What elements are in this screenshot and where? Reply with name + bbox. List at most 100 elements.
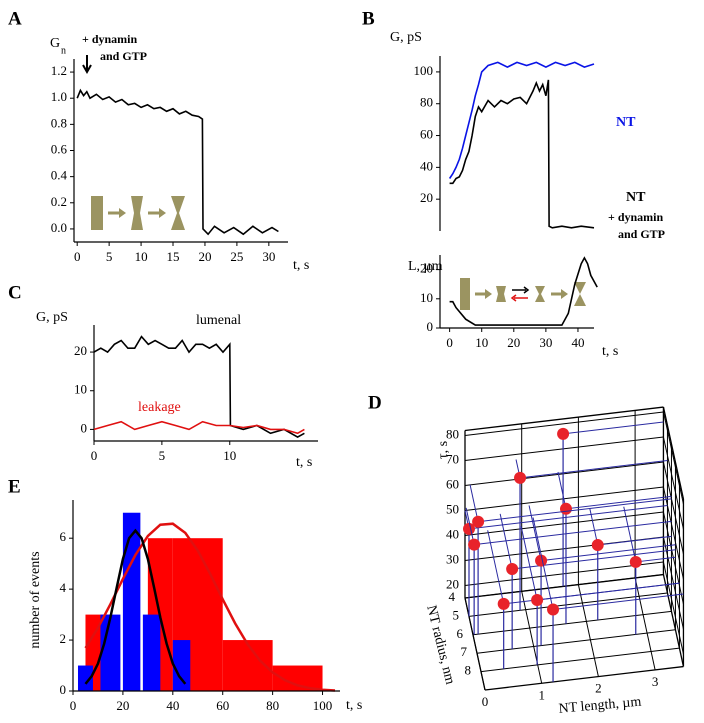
grid-line [634, 577, 656, 671]
projection-line [532, 517, 554, 610]
point [591, 539, 604, 552]
x-tick-label: 100 [313, 698, 333, 713]
point [468, 538, 481, 551]
x-tick-label: 15 [167, 249, 180, 264]
projection-line [541, 544, 676, 562]
x-tick-label: 20 [198, 249, 211, 264]
x-tick-label: 0 [91, 448, 98, 463]
arrow-head [119, 208, 126, 218]
projection-line [597, 535, 672, 546]
point [472, 515, 485, 528]
x-tick-label: 3 [652, 674, 659, 689]
grid-line [464, 597, 486, 691]
line [93, 335, 305, 439]
projection-line [563, 421, 664, 435]
x-tick-label: 2 [595, 681, 602, 696]
arrow [510, 294, 528, 302]
y-axis-label: G, pS [390, 30, 422, 45]
tube-icon [496, 286, 506, 302]
y-tick-label: 0 [60, 682, 67, 697]
arrow [82, 55, 92, 75]
grid-line [662, 511, 684, 605]
y-tick-label: 10 [420, 290, 433, 305]
z-tick-label: 50 [446, 501, 459, 516]
x-tick-label: 20 [116, 698, 129, 713]
y-axis-label: G [50, 36, 60, 51]
projection-line [519, 459, 668, 479]
grid-line [472, 610, 672, 636]
y-tick-label: 0.4 [51, 168, 68, 183]
y-axis-label-sub: n [61, 45, 66, 56]
point [463, 522, 475, 535]
point [629, 555, 642, 568]
x-axis-label: NT length, µm [558, 695, 642, 717]
projection-line [623, 506, 637, 563]
projection-line [478, 498, 672, 523]
bar [77, 665, 93, 691]
z-tick-label: 20 [446, 576, 459, 591]
point [557, 427, 570, 440]
tube-icon [574, 282, 586, 306]
panel-label: B [362, 8, 375, 29]
projection-line [537, 582, 680, 601]
projection-line [474, 520, 672, 546]
tube-icon [91, 196, 103, 230]
y-axis-label: G, pS [36, 310, 68, 325]
point [497, 597, 510, 610]
z-axis-label: τ, s [436, 441, 451, 459]
x-tick-label: 0 [70, 698, 77, 713]
grid-line [662, 536, 684, 630]
y-tick-label: 20 [420, 190, 433, 205]
series-label: lumenal [196, 313, 241, 328]
y-tick-label: 20 [74, 343, 87, 358]
y-tick-label: 6 [457, 626, 464, 641]
grid-line [662, 411, 684, 505]
y-tick-label: 40 [420, 158, 433, 173]
y-tick-label: 20 [420, 261, 433, 276]
box-edge [662, 574, 685, 667]
grid-line [468, 592, 668, 617]
panel-label: A [8, 8, 22, 29]
point [559, 502, 572, 515]
annotation: and GTP [618, 227, 665, 241]
projection-line [528, 505, 542, 561]
y-axis-label: L, µm [408, 259, 443, 274]
line [76, 88, 279, 236]
tube-icon [535, 286, 545, 302]
fit-curve [84, 522, 336, 692]
arrow-head [561, 289, 568, 299]
x-tick-label: 0 [74, 249, 81, 264]
y-tick-label: 1.2 [51, 63, 67, 78]
fit-curve [84, 528, 187, 685]
y-tick-label: 10 [74, 382, 87, 397]
schematic [91, 196, 185, 230]
y-tick-label: 60 [420, 127, 433, 142]
x-tick-label: 40 [571, 335, 584, 350]
series-label: leakage [138, 400, 181, 415]
bar [100, 614, 121, 691]
annotation: and GTP [100, 49, 147, 63]
grid-line [662, 486, 684, 580]
z-tick-label: 70 [446, 451, 459, 466]
line [449, 256, 598, 326]
line [449, 79, 595, 229]
x-tick-label: 25 [230, 249, 243, 264]
point [531, 593, 544, 606]
point [506, 563, 519, 576]
series-label: NT [616, 115, 636, 130]
x-tick-label: 30 [262, 249, 275, 264]
x-tick-label: 0 [482, 694, 489, 709]
x-tick-label: 1 [538, 687, 545, 702]
y-tick-label: 0.2 [51, 194, 67, 209]
projection-line [557, 471, 567, 509]
grid-line [480, 647, 680, 673]
y-tick-label: 4 [449, 589, 456, 604]
series-label: NT [626, 190, 646, 205]
x-axis-label: t, s [346, 698, 362, 713]
grid-line [464, 436, 664, 461]
grid-line [476, 629, 676, 654]
bar [142, 614, 161, 691]
grid-line [464, 574, 664, 599]
x-tick-label: 30 [539, 335, 552, 350]
